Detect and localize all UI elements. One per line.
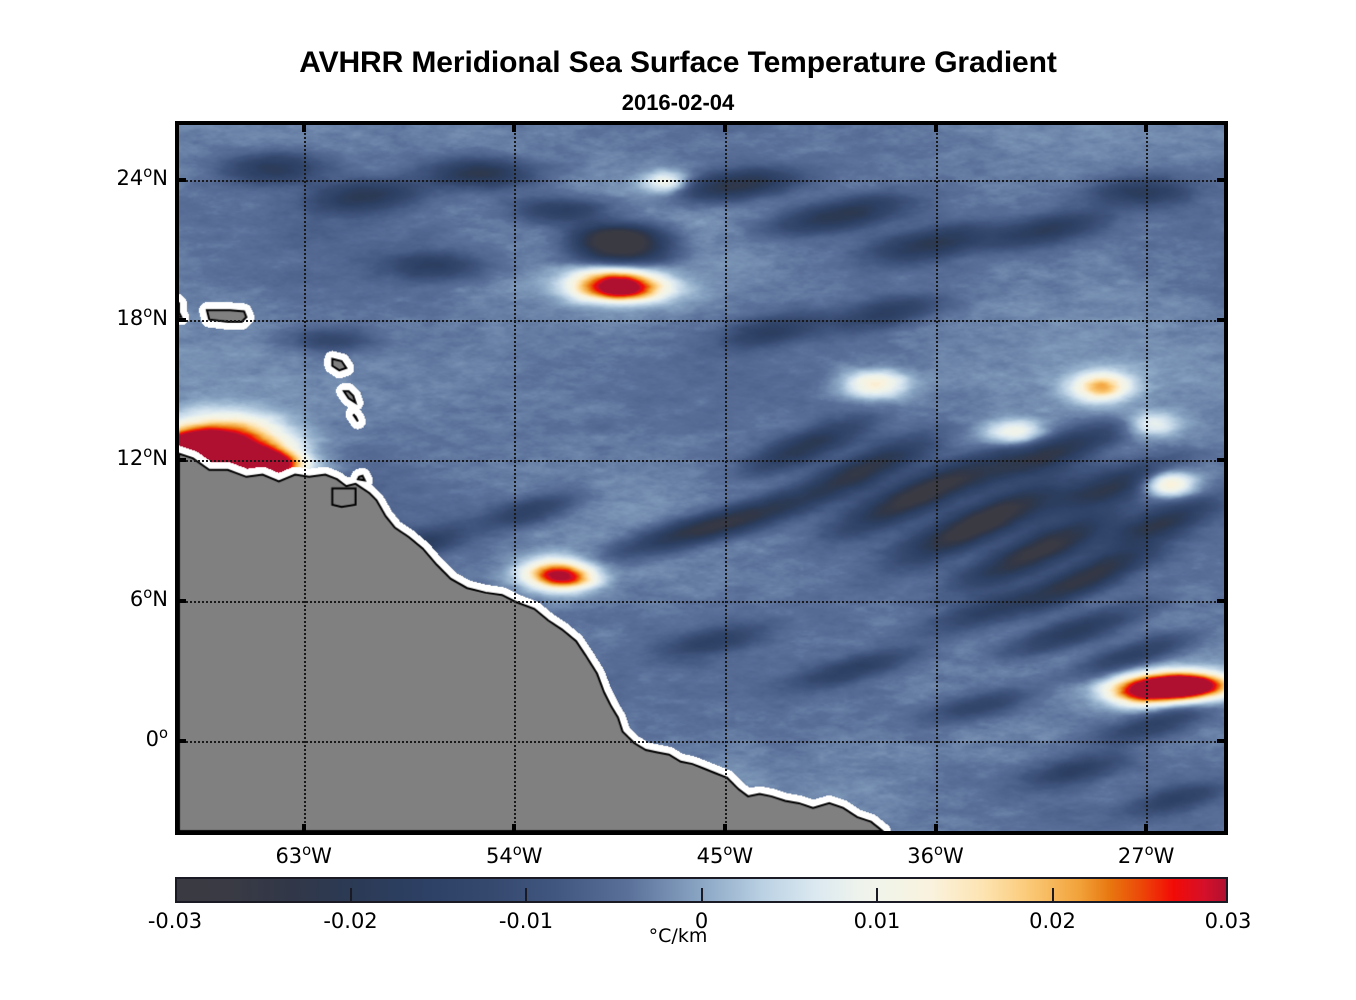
y-axis-label-18N: 18oN xyxy=(116,303,168,330)
x-axis-label-63W: 63oW xyxy=(275,842,332,868)
y-tick-mark-6 xyxy=(175,598,186,603)
y-tick-mark-right-12 xyxy=(1217,458,1228,463)
x-tick-mark-top-63 xyxy=(301,121,306,132)
x-axis-label-45W: 45oW xyxy=(696,842,754,868)
colorbar-tick-0.02 xyxy=(1051,888,1054,903)
sst-gradient-heatmap xyxy=(179,125,1224,831)
colorbar-label-0.01: 0.01 xyxy=(853,909,901,933)
colorbar-tick--0.02 xyxy=(349,888,352,903)
map-plot-area[interactable] xyxy=(175,121,1228,835)
y-tick-mark-right-0 xyxy=(1217,739,1228,744)
figure-date-subtitle: 2016-02-04 xyxy=(621,90,735,115)
y-tick-mark-right-18 xyxy=(1217,317,1228,322)
y-tick-mark-24 xyxy=(175,177,186,182)
colorbar-label-0.03: 0.03 xyxy=(1204,909,1252,933)
y-axis-label-0: 0o xyxy=(145,725,168,752)
x-tick-mark-63 xyxy=(301,824,306,835)
x-axis-label-27W: 27oW xyxy=(1117,842,1175,868)
colorbar-unit-label: °C/km xyxy=(648,925,708,947)
y-tick-mark-12 xyxy=(175,458,186,463)
x-axis-label-54W: 54oW xyxy=(486,842,543,868)
y-tick-mark-right-24 xyxy=(1217,177,1228,182)
x-tick-mark-27 xyxy=(1144,824,1149,835)
colorbar-tick--0.01 xyxy=(525,888,527,903)
x-tick-mark-top-54 xyxy=(512,121,517,132)
colorbar-label-0: 0 xyxy=(694,909,709,933)
y-axis-label-6N: 6oN xyxy=(129,584,168,611)
colorbar-label-0.02: 0.02 xyxy=(1029,909,1076,933)
colorbar-tick-0.01 xyxy=(876,888,878,903)
y-tick-mark-18 xyxy=(175,317,186,322)
x-tick-mark-top-27 xyxy=(1144,121,1149,132)
x-tick-mark-54 xyxy=(512,824,517,835)
y-axis-label-24N: 24oN xyxy=(116,163,168,190)
x-axis-label-36W: 36oW xyxy=(907,842,964,868)
x-tick-mark-45 xyxy=(722,824,727,835)
y-tick-mark-0 xyxy=(175,739,186,744)
colorbar-tick-0 xyxy=(700,888,703,903)
x-tick-mark-top-45 xyxy=(722,121,727,132)
x-tick-mark-36 xyxy=(933,824,938,835)
colorbar-label--0.01: -0.01 xyxy=(498,909,554,933)
y-tick-mark-right-6 xyxy=(1217,598,1228,603)
x-tick-mark-top-36 xyxy=(933,121,938,132)
y-axis-label-12N: 12oN xyxy=(116,444,168,471)
colorbar-label--0.03: -0.03 xyxy=(147,909,203,933)
page-title: AVHRR Meridional Sea Surface Temperature… xyxy=(299,46,1057,79)
colorbar-label--0.02: -0.02 xyxy=(323,909,378,933)
